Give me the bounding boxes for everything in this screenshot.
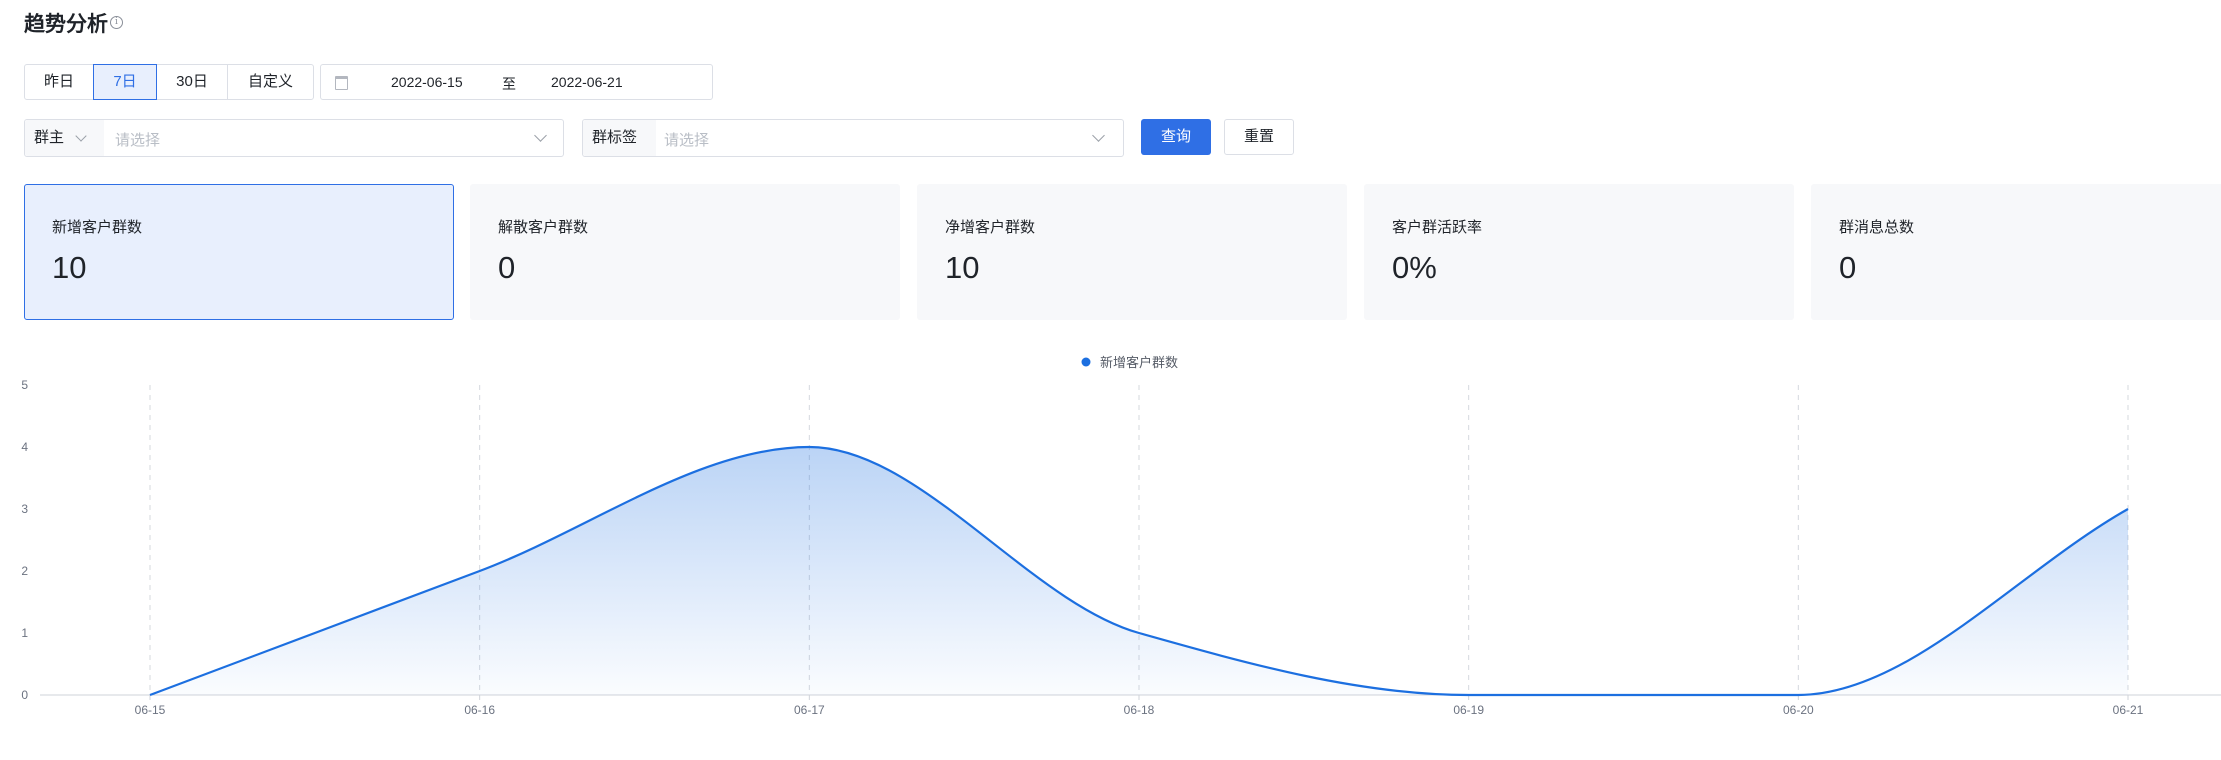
y-tick-label: 3 — [21, 502, 28, 516]
y-tick-label: 1 — [21, 626, 28, 640]
y-tick-label: 5 — [21, 378, 28, 392]
stat-card-value: 10 — [945, 250, 980, 285]
tab-7-days[interactable]: 7日 — [93, 64, 157, 100]
x-tick-label: 06-21 — [2113, 703, 2144, 717]
owner-select-placeholder: 请选择 — [115, 132, 161, 149]
stat-card-dissolved-groups[interactable]: 解散客户群数 0 — [470, 184, 900, 320]
y-tick-label: 2 — [21, 564, 28, 578]
tag-select-placeholder: 请选择 — [664, 132, 710, 149]
x-tick-label: 06-15 — [135, 703, 166, 717]
tab-30-days[interactable]: 30日 — [156, 64, 228, 100]
owner-filter[interactable]: 群主 请选择 — [24, 119, 564, 157]
stat-card-value: 0 — [498, 250, 516, 285]
stat-card-value: 10 — [52, 250, 87, 285]
trend-chart: 0 1 2 3 4 5 06-15 06-16 06-17 06-18 06-19 06-20 06-… — [21, 355, 2221, 717]
x-tick-label: 06-16 — [464, 703, 495, 717]
stat-card-net-groups[interactable]: 净增客户群数 10 — [917, 184, 1347, 320]
stat-card-value: 0 — [1839, 250, 1857, 285]
date-range-picker[interactable]: 2022-06-15 至 2022-06-21 — [320, 64, 713, 100]
end-date[interactable]: 2022-06-21 — [551, 74, 623, 90]
stat-card-messages[interactable]: 群消息总数 0 — [1811, 184, 2221, 320]
owner-filter-label: 群主 — [34, 129, 65, 146]
legend-marker[interactable] — [1081, 357, 1091, 367]
tab-yesterday[interactable]: 昨日 — [24, 64, 94, 100]
query-button[interactable]: 查询 — [1141, 119, 1211, 155]
x-tick-label: 06-20 — [1783, 703, 1814, 717]
page-title: 趋势分析 — [24, 13, 108, 36]
info-icon[interactable]: i — [110, 16, 123, 29]
tag-filter-label: 群标签 — [583, 120, 656, 156]
chevron-down-icon — [534, 129, 547, 142]
legend-label[interactable]: 新增客户群数 — [1100, 355, 1178, 370]
stat-card-value: 0% — [1392, 250, 1437, 285]
series-area — [150, 447, 2128, 695]
stat-card-active-rate[interactable]: 客户群活跃率 0% — [1364, 184, 1794, 320]
start-date[interactable]: 2022-06-15 — [391, 74, 463, 90]
chevron-down-icon — [1092, 129, 1105, 142]
tab-custom[interactable]: 自定义 — [227, 64, 314, 100]
x-tick-label: 06-17 — [794, 703, 825, 717]
date-separator: 至 — [502, 76, 516, 92]
stat-card-label: 解散客户群数 — [498, 219, 589, 236]
series-line — [149, 445, 2129, 697]
y-tick-label: 0 — [21, 688, 28, 702]
stat-card-label: 新增客户群数 — [52, 219, 143, 236]
stat-card-label: 客户群活跃率 — [1392, 219, 1483, 236]
stat-card-new-groups[interactable]: 新增客户群数 10 — [24, 184, 454, 320]
owner-filter-selector[interactable]: 群主 — [25, 120, 104, 156]
stat-card-label: 净增客户群数 — [945, 219, 1036, 236]
stat-card-label: 群消息总数 — [1839, 219, 1915, 236]
date-range-tabs: 昨日 7日 30日 自定义 — [24, 64, 314, 100]
y-tick-label: 4 — [21, 440, 28, 454]
x-tick-label: 06-19 — [1453, 703, 1484, 717]
x-tick-label: 06-18 — [1124, 703, 1155, 717]
calendar-icon — [335, 76, 348, 90]
reset-button[interactable]: 重置 — [1224, 119, 1294, 155]
tag-filter[interactable]: 群标签 请选择 — [582, 119, 1124, 157]
